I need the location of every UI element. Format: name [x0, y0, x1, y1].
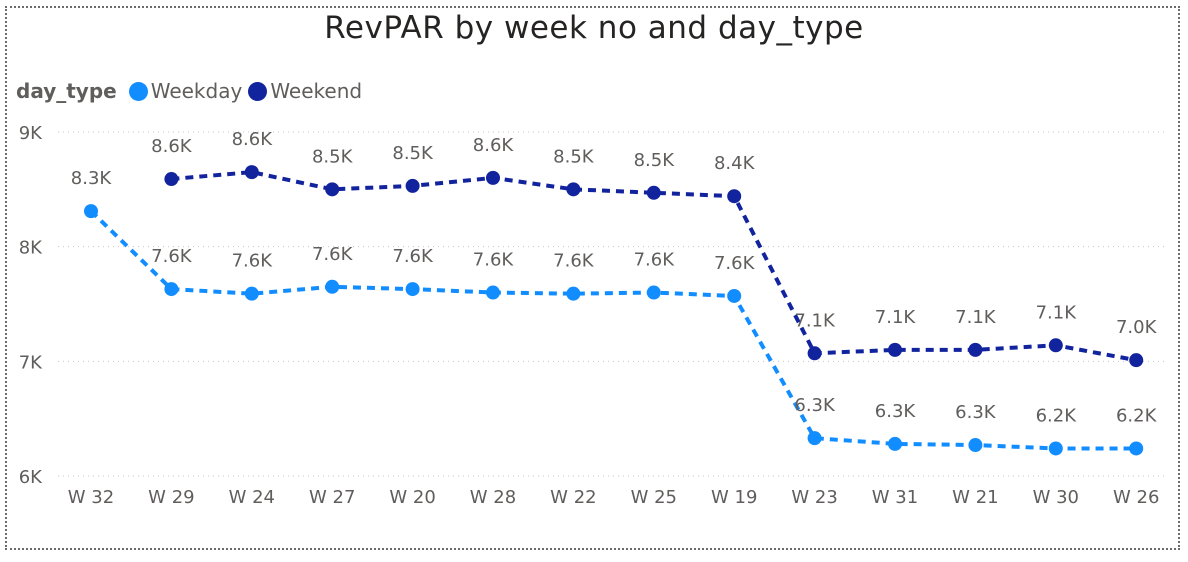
- y-tick-label: 8K: [19, 238, 43, 259]
- x-tick-label: W 31: [872, 487, 918, 508]
- legend-marker-weekend: [248, 81, 268, 101]
- x-tick-label: W 32: [68, 487, 114, 508]
- data-point-weekday: [566, 286, 581, 301]
- x-tick-label: W 19: [711, 487, 757, 508]
- x-tick-label: W 30: [1033, 487, 1079, 508]
- data-label-weekday: 6.2K: [1036, 405, 1078, 426]
- legend-item-weekday[interactable]: Weekday: [128, 79, 243, 103]
- data-label-weekend: 8.5K: [392, 143, 434, 164]
- data-label-weekend: 8.6K: [232, 129, 274, 150]
- data-point-weekday: [807, 431, 822, 446]
- data-label-weekday: 7.6K: [634, 250, 676, 271]
- data-point-weekday: [727, 288, 742, 303]
- x-tick-label: W 26: [1113, 487, 1159, 508]
- data-point-weekday: [84, 204, 98, 219]
- data-label-weekend: 8.6K: [473, 135, 515, 156]
- x-tick-label: W 28: [470, 487, 516, 508]
- legend-label-weekday: Weekday: [150, 79, 243, 103]
- x-tick-label: W 24: [229, 487, 275, 508]
- data-label-weekday: 6.3K: [794, 395, 836, 416]
- data-label-weekday: 7.6K: [232, 251, 274, 272]
- data-point-weekend: [968, 342, 983, 357]
- legend: day_type Weekday Weekend: [16, 78, 368, 104]
- data-point-weekday: [486, 285, 500, 300]
- data-label-weekend: 8.5K: [634, 150, 676, 171]
- data-point-weekday: [164, 282, 179, 297]
- data-point-weekend: [164, 172, 179, 187]
- data-label-weekday: 7.6K: [553, 251, 595, 272]
- data-point-weekday: [244, 286, 259, 301]
- data-label-weekend: 8.5K: [553, 146, 595, 167]
- data-point-weekday: [405, 282, 420, 297]
- data-point-weekend: [1048, 338, 1063, 353]
- data-label-weekend: 7.1K: [875, 307, 917, 328]
- x-tick-label: W 27: [309, 487, 355, 508]
- data-point-weekend: [646, 185, 661, 200]
- data-point-weekend: [1129, 353, 1144, 368]
- data-point-weekend: [486, 170, 500, 185]
- legend-title: day_type: [16, 79, 117, 103]
- data-label-weekday: 6.2K: [1116, 405, 1158, 426]
- data-label-weekday: 7.6K: [392, 246, 434, 267]
- data-label-weekend: 7.1K: [955, 307, 997, 328]
- x-tick-label: W 29: [148, 487, 194, 508]
- series-line-weekday: [89, 209, 1137, 451]
- data-point-weekday: [1129, 441, 1144, 456]
- data-point-weekend: [325, 182, 340, 197]
- legend-label-weekend: Weekend: [270, 79, 363, 103]
- data-label-weekday: 8.3K: [71, 168, 113, 189]
- visual-border: [5, 6, 1180, 550]
- data-label-weekend: 8.5K: [312, 146, 354, 167]
- chart-title: RevPAR by week no and day_type: [324, 10, 864, 46]
- x-tick-label: W 25: [631, 487, 677, 508]
- data-label-weekday: 7.6K: [312, 244, 354, 265]
- x-tick-label: W 20: [389, 487, 435, 508]
- data-point-weekday: [325, 279, 340, 294]
- x-tick-label: W 22: [550, 487, 596, 508]
- y-tick-label: 6K: [19, 467, 43, 488]
- data-point-weekend: [566, 182, 581, 197]
- data-label-weekday: 7.6K: [151, 246, 193, 267]
- data-label-weekend: 8.6K: [151, 136, 193, 157]
- data-point-weekend: [244, 165, 259, 180]
- data-label-weekend: 7.1K: [1036, 302, 1078, 323]
- y-tick-label: 7K: [19, 352, 43, 373]
- data-label-weekday: 7.6K: [473, 250, 515, 271]
- data-point-weekday: [968, 438, 983, 453]
- data-label-weekend: 7.0K: [1116, 317, 1158, 338]
- data-point-weekday: [646, 285, 661, 300]
- data-point-weekend: [807, 346, 822, 361]
- x-tick-label: W 23: [791, 487, 837, 508]
- data-point-weekend: [727, 189, 742, 204]
- data-label-weekday: 6.3K: [955, 402, 997, 423]
- x-tick-label: W 21: [952, 487, 998, 508]
- y-tick-label: 9K: [19, 123, 43, 144]
- data-point-weekend: [888, 342, 902, 357]
- legend-item-weekend[interactable]: Weekend: [248, 79, 362, 103]
- data-label-weekday: 7.6K: [714, 253, 756, 274]
- data-label-weekday: 6.3K: [875, 401, 917, 422]
- data-label-weekend: 7.1K: [794, 310, 836, 331]
- data-point-weekend: [405, 178, 420, 193]
- data-point-weekday: [888, 436, 902, 451]
- data-point-weekday: [1048, 441, 1063, 456]
- legend-marker-weekday: [128, 81, 148, 101]
- data-label-weekend: 8.4K: [714, 153, 756, 174]
